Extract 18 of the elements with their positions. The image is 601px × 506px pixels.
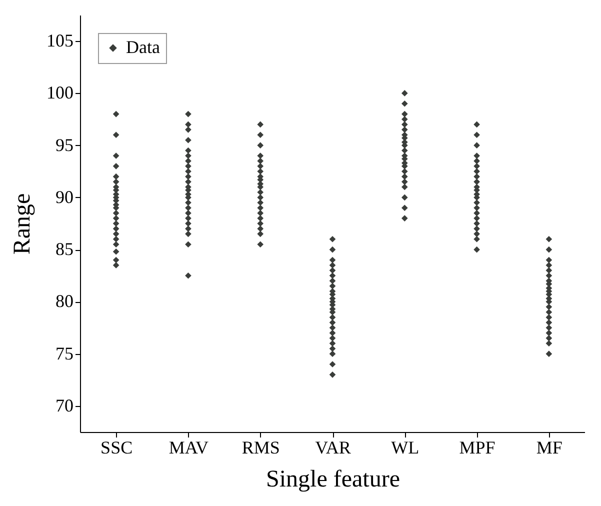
- y-tick-label: 100: [46, 82, 74, 103]
- x-axis-title: Single feature: [266, 466, 400, 492]
- x-tick-label: MAV: [168, 438, 209, 458]
- x-tick-label: SSC: [100, 438, 133, 458]
- y-tick-label: 75: [56, 343, 74, 364]
- y-tick-label: 90: [56, 186, 74, 207]
- y-tick-label: 80: [56, 291, 74, 312]
- y-tick-label: 85: [56, 239, 74, 260]
- x-tick-label: MF: [536, 438, 562, 458]
- y-tick-label: 70: [56, 395, 74, 416]
- x-tick-label: MPF: [459, 438, 496, 458]
- y-axis-title: Range: [10, 193, 36, 255]
- x-tick-label: RMS: [242, 438, 280, 458]
- x-tick-label: WL: [391, 438, 420, 458]
- x-tick-label: VAR: [315, 438, 351, 458]
- legend-label: Data: [126, 37, 160, 57]
- y-tick-label: 105: [46, 30, 74, 51]
- y-tick-label: 95: [56, 134, 74, 155]
